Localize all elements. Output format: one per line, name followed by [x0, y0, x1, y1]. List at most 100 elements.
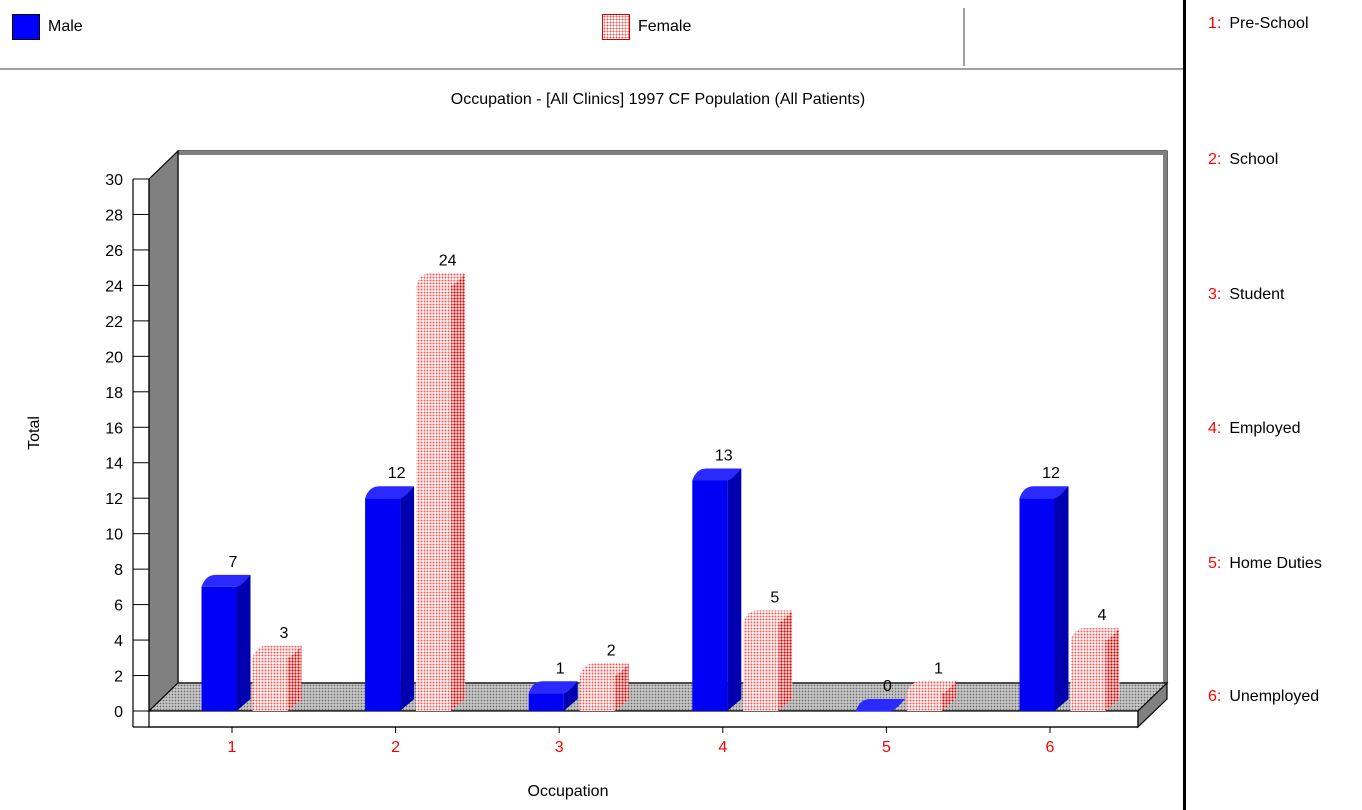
bar-side: [1054, 486, 1069, 711]
bar-front: [416, 285, 452, 711]
x-tick-label: 5: [882, 739, 891, 756]
category-key-label: Pre-School: [1229, 15, 1309, 32]
bar-top: [579, 663, 629, 676]
category-key-label: Student: [1229, 286, 1285, 303]
x-tick-label: 2: [391, 739, 400, 756]
bar-side: [451, 273, 466, 711]
side-wall: [148, 149, 179, 713]
bar-top: [743, 610, 793, 623]
data-label: 1: [934, 660, 943, 677]
category-key-item: 6: Unemployed: [1208, 688, 1319, 706]
category-key-item: 5: Home Duties: [1208, 555, 1322, 573]
bar-side: [236, 574, 251, 711]
bar-side: [400, 486, 415, 711]
category-key-number: 3:: [1208, 286, 1222, 303]
data-label: 3: [280, 625, 289, 642]
bar-male-3: 1: [528, 660, 578, 711]
bar-side: [727, 468, 742, 711]
bars: 7 12 1 13 0 12 3 24 2 5 1 4: [201, 252, 1120, 712]
y-tick-label: 24: [105, 278, 123, 295]
bar-female-4: 5: [743, 589, 793, 711]
floor: [147, 682, 1169, 712]
y-tick-label: 10: [105, 527, 123, 544]
category-key-item: 1: Pre-School: [1208, 15, 1309, 33]
category-key-number: 2:: [1208, 151, 1222, 168]
bar-side: [1105, 628, 1120, 711]
legend-male-label: Male: [48, 18, 83, 35]
category-key: 1: Pre-School 2: School 3: Student 4: Employ…: [1208, 0, 1362, 810]
bar-side: [287, 645, 302, 711]
y-tick-label: 6: [114, 598, 123, 615]
bar-top: [692, 468, 742, 481]
legend-item-female: Female: [602, 14, 691, 40]
bar-front: [906, 693, 942, 711]
legend-item-male: Male: [12, 14, 83, 40]
data-label: 13: [715, 447, 733, 464]
data-label: 0: [883, 678, 892, 695]
y-tick-label: 2: [114, 669, 123, 686]
bar-front: [528, 693, 564, 711]
panel-divider: [1183, 0, 1186, 810]
bar-female-3: 2: [579, 643, 629, 711]
back-wall-top-edge: [178, 151, 1167, 155]
bar-male-4: 13: [692, 447, 742, 711]
bar-top: [906, 681, 956, 694]
chart-title: Occupation - [All Clinics] 1997 CF Popul…: [451, 91, 865, 108]
bar-front: [743, 622, 779, 711]
legend-female-label: Female: [638, 18, 692, 35]
back-wall-edge: [1163, 151, 1167, 683]
legend-divider: [0, 68, 1185, 70]
bar-front: [692, 480, 728, 711]
bar-side: [778, 610, 793, 711]
bar-male-1: 7: [201, 554, 251, 711]
y-tick-label: 30: [105, 172, 123, 189]
legend-divider-vertical: [963, 8, 965, 66]
x-axis-title: Occupation: [528, 783, 609, 800]
y-tick-label: 4: [114, 633, 123, 650]
data-label: 12: [388, 465, 406, 482]
category-key-number: 1:: [1208, 15, 1222, 32]
bar-front: [855, 711, 891, 712]
x-tick-label: 6: [1046, 739, 1055, 756]
x-tick-label: 3: [555, 739, 564, 756]
bar-top: [1070, 628, 1120, 641]
data-label: 12: [1042, 465, 1060, 482]
y-tick-label: 12: [105, 491, 123, 508]
y-tick-label: 0: [114, 704, 123, 721]
base-plate-side: [1137, 681, 1168, 729]
y-tick-label: 28: [105, 207, 123, 224]
x-tick-label: 1: [228, 739, 237, 756]
y-axis-title: Total: [26, 416, 43, 450]
bar-front: [1019, 498, 1055, 711]
data-label: 7: [229, 554, 238, 571]
bar-female-1: 3: [252, 625, 302, 711]
chart-frame: [147, 149, 1169, 729]
category-key-label: School: [1229, 151, 1279, 168]
bar-side: [941, 681, 956, 711]
y-tick-label: 20: [105, 349, 123, 366]
back-wall: [177, 150, 1168, 684]
bar-side: [563, 681, 578, 711]
y-tick-label: 8: [114, 562, 123, 579]
bar-male-5: 0: [855, 678, 905, 712]
x-tick-label: 4: [718, 739, 727, 756]
bar-top: [1019, 486, 1069, 499]
y-tick-label: 16: [105, 420, 123, 437]
category-key-item: 2: School: [1208, 151, 1278, 169]
legend-bar: Male Female: [0, 0, 1185, 68]
bar-male-2: 12: [365, 465, 415, 711]
bar-female-2: 24: [416, 252, 466, 711]
y-tick-label: 18: [105, 385, 123, 402]
bar-top: [201, 574, 251, 587]
bar-chart: Occupation - [All Clinics] 1997 CF Popul…: [26, 91, 1169, 800]
category-key-label: Unemployed: [1229, 688, 1320, 705]
bar-front: [579, 675, 615, 711]
data-label: 24: [439, 252, 457, 269]
category-key-label: Employed: [1229, 420, 1301, 437]
data-label: 5: [770, 589, 779, 606]
category-key-number: 5:: [1208, 555, 1222, 572]
bar-side: [614, 663, 629, 711]
category-key-item: 4: Employed: [1208, 420, 1301, 438]
bar-male-6: 12: [1019, 465, 1069, 711]
bar-female-5: 1: [906, 660, 956, 711]
